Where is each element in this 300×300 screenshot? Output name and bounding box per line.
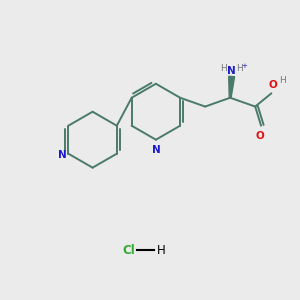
Text: Cl: Cl xyxy=(122,244,135,256)
Text: H: H xyxy=(236,64,243,73)
Text: O: O xyxy=(268,80,277,90)
Text: H: H xyxy=(158,244,166,256)
Text: N: N xyxy=(227,66,236,76)
Text: H: H xyxy=(220,64,227,73)
Text: N: N xyxy=(152,145,160,155)
Text: +: + xyxy=(241,63,247,69)
Text: H: H xyxy=(279,76,286,85)
Text: N: N xyxy=(58,150,66,160)
Polygon shape xyxy=(229,76,235,98)
Text: O: O xyxy=(255,131,264,141)
